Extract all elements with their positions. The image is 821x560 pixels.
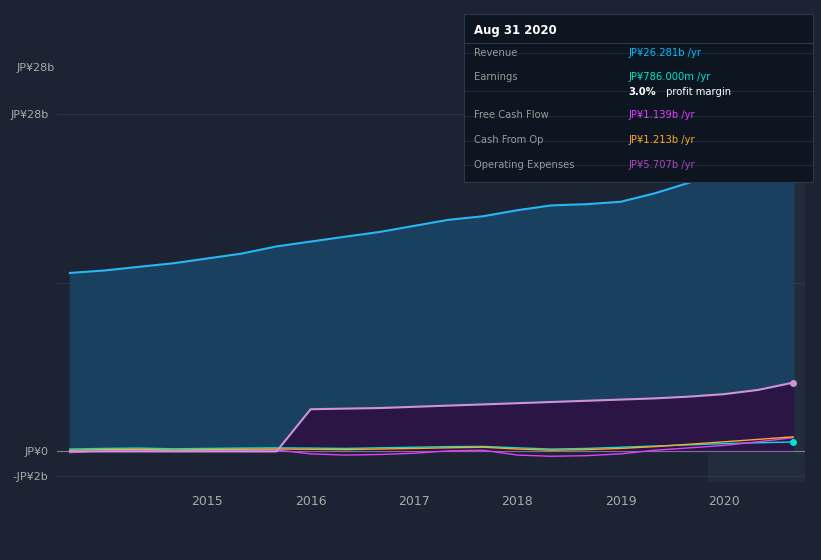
Text: profit margin: profit margin <box>663 87 731 97</box>
Text: JP¥26.281b /yr: JP¥26.281b /yr <box>628 48 701 58</box>
Text: Free Cash Flow: Free Cash Flow <box>474 110 548 120</box>
Text: Operating Expenses: Operating Expenses <box>474 160 574 170</box>
Text: Earnings: Earnings <box>474 72 517 82</box>
Text: Revenue: Revenue <box>474 48 517 58</box>
Text: Cash From Op: Cash From Op <box>474 135 544 145</box>
Text: JP¥1.213b /yr: JP¥1.213b /yr <box>628 135 695 145</box>
Bar <box>709 90 805 482</box>
Text: JP¥1.139b /yr: JP¥1.139b /yr <box>628 110 695 120</box>
Text: Aug 31 2020: Aug 31 2020 <box>474 24 557 37</box>
Text: JP¥28b: JP¥28b <box>16 63 55 73</box>
Text: 3.0%: 3.0% <box>628 87 656 97</box>
Text: JP¥5.707b /yr: JP¥5.707b /yr <box>628 160 695 170</box>
Text: JP¥786.000m /yr: JP¥786.000m /yr <box>628 72 710 82</box>
